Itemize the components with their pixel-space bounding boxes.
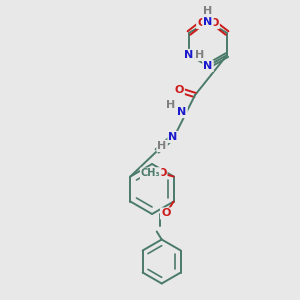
Text: O: O bbox=[157, 169, 166, 178]
Text: N: N bbox=[184, 50, 194, 60]
Text: H: H bbox=[203, 6, 213, 16]
Text: N: N bbox=[203, 61, 213, 71]
Text: H: H bbox=[158, 141, 167, 151]
Text: O: O bbox=[197, 18, 207, 28]
Text: N: N bbox=[168, 132, 178, 142]
Text: N: N bbox=[203, 17, 213, 27]
Text: CH₃: CH₃ bbox=[141, 169, 161, 178]
Text: O: O bbox=[209, 18, 219, 28]
Text: N: N bbox=[177, 107, 187, 117]
Text: O: O bbox=[174, 85, 184, 95]
Text: O: O bbox=[161, 208, 170, 218]
Text: H: H bbox=[167, 100, 176, 110]
Text: H: H bbox=[195, 50, 205, 60]
